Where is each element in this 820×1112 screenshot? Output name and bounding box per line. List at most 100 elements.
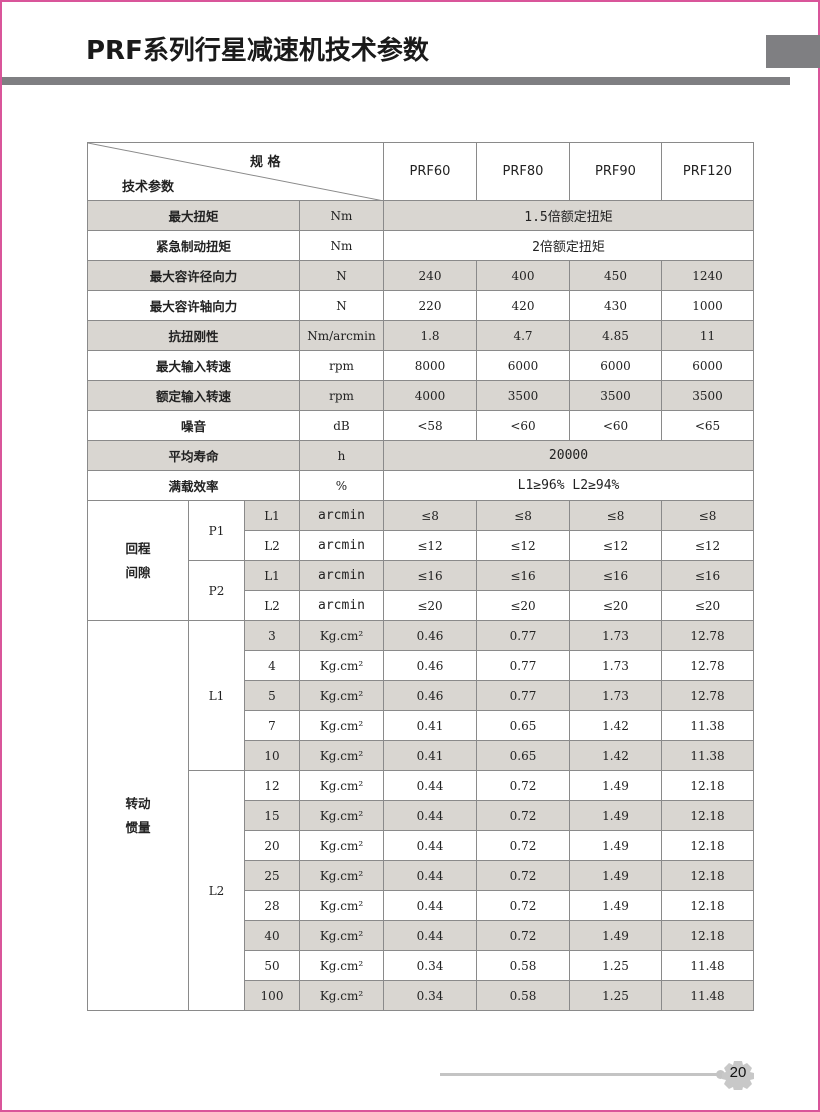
inertia-row: 25 Kg.cm² 0.44 0.72 1.49 12.18 [88, 860, 754, 891]
param-name: 满载效率 [87, 470, 300, 501]
table-row: 最大输入转速 rpm 8000 6000 6000 6000 [87, 350, 754, 381]
stage-group-label: L1 [188, 620, 245, 771]
param-value: 0.44 [383, 830, 477, 861]
table-row: 平均寿命 h 20000 [87, 440, 754, 471]
inertia-row: 5 Kg.cm² 0.46 0.77 1.73 12.78 [88, 680, 754, 711]
section-tab [766, 35, 820, 68]
param-value: ≤12 [569, 530, 662, 561]
param-value: ≤8 [569, 500, 662, 531]
group-label-line: 惯量 [125, 819, 151, 835]
param-value: 0.77 [476, 680, 570, 711]
param-value: 0.44 [383, 920, 477, 951]
param-value: 0.72 [476, 770, 570, 801]
param-value: 4.85 [569, 320, 662, 351]
param-value: 1.73 [569, 650, 662, 681]
param-value: 11.48 [661, 980, 754, 1011]
ratio-label: 25 [244, 860, 300, 891]
param-value: 6000 [661, 350, 754, 381]
table-row: 最大容许轴向力 N 220 420 430 1000 [87, 290, 754, 321]
param-value: 12.18 [661, 890, 754, 921]
backlash-row: 回程 间隙 P1 L1 arcmin ≤8 ≤8 ≤8 ≤8 [87, 500, 754, 621]
param-value: 0.44 [383, 890, 477, 921]
param-value: 0.58 [476, 950, 570, 981]
group-label-line: 转动 [125, 795, 151, 811]
param-unit: arcmin [299, 560, 384, 591]
param-value: 1.49 [569, 860, 662, 891]
param-value: 1.49 [569, 830, 662, 861]
param-value: ≤12 [661, 530, 754, 561]
param-value: 0.44 [383, 770, 477, 801]
ratio-label: 100 [244, 980, 300, 1011]
table-row: 满载效率% L1≥96% L2≥94% [87, 470, 754, 501]
param-value: 0.46 [383, 680, 477, 711]
param-unit: Kg.cm² [299, 860, 384, 891]
table-row: 紧急制动扭矩 Nm 2倍额定扭矩 [87, 230, 754, 261]
param-name: 平均寿命 [87, 440, 300, 471]
param-value: ≤8 [383, 500, 477, 531]
param-value: <58 [383, 410, 477, 441]
param-value: 3500 [476, 380, 570, 411]
param-value: 11.38 [661, 710, 754, 741]
table-row: 最大扭矩 Nm 1.5倍额定扭矩 [87, 200, 754, 231]
inertia-row: 100 Kg.cm² 0.34 0.58 1.25 11.48 [88, 980, 754, 1011]
param-value: 1000 [661, 290, 754, 321]
param-name: 最大输入转速 [87, 350, 300, 381]
param-value: 1.49 [569, 770, 662, 801]
page-title: PRF系列行星减速机技术参数 [86, 36, 429, 66]
inertia-row: L2 12 Kg.cm² 0.44 0.72 1.49 12.18 [88, 770, 754, 1011]
param-unit: Kg.cm² [299, 770, 384, 801]
page-number: 20 [729, 1064, 747, 1081]
param-value: 0.65 [476, 710, 570, 741]
param-value: 4000 [383, 380, 477, 411]
model-header: PRF90 [569, 142, 662, 201]
ratio-label: 10 [244, 740, 300, 771]
param-name: 紧急制动扭矩 [87, 230, 300, 261]
footer-dot [716, 1070, 725, 1079]
param-value: 0.46 [383, 620, 477, 651]
param-value: 0.72 [476, 860, 570, 891]
param-value: 0.41 [383, 740, 477, 771]
param-value: ≤8 [476, 500, 570, 531]
param-value: 12.18 [661, 920, 754, 951]
spec-label: 规 格 [250, 155, 281, 170]
param-value: 430 [569, 290, 662, 321]
param-value: 0.72 [476, 830, 570, 861]
param-value: ≤20 [476, 590, 570, 621]
param-name: 噪音 [87, 410, 300, 441]
param-name: 最大容许轴向力 [87, 290, 300, 321]
param-value: 0.77 [476, 620, 570, 651]
inertia-row: 10 Kg.cm² 0.41 0.65 1.42 11.38 [88, 740, 754, 771]
ratio-label: 12 [244, 770, 300, 801]
param-value: 420 [476, 290, 570, 321]
param-value: 8000 [383, 350, 477, 381]
diagonal-line [88, 143, 384, 201]
param-unit: arcmin [299, 530, 384, 561]
inertia-row: 15 Kg.cm² 0.44 0.72 1.49 12.18 [88, 800, 754, 831]
table-row: 抗扭刚性 Nm/arcmin 1.8 4.7 4.85 11 [87, 320, 754, 351]
footer-rule [440, 1073, 720, 1076]
param-name: 最大扭矩 [87, 200, 300, 231]
ratio-label: 20 [244, 830, 300, 861]
param-name: 额定输入转速 [87, 380, 300, 411]
stage-group-label: P1 [188, 500, 245, 561]
param-value: 1.49 [569, 920, 662, 951]
table-header-row: 规 格 技术参数 PRF60 PRF80 PRF90 PRF120 [87, 142, 754, 201]
inertia-row: 4 Kg.cm² 0.46 0.77 1.73 12.78 [88, 650, 754, 681]
stage-label: L1 [244, 560, 300, 591]
table-row: 最大容许径向力 N 240 400 450 1240 [87, 260, 754, 291]
param-value: 12.78 [661, 650, 754, 681]
param-value: ≤20 [661, 590, 754, 621]
param-value: <65 [661, 410, 754, 441]
stage-label: L2 [244, 590, 300, 621]
header-rule [2, 77, 790, 85]
param-unit: N [299, 260, 384, 291]
param-unit: h [299, 440, 384, 471]
param-value: 12.18 [661, 800, 754, 831]
param-unit: Kg.cm² [299, 800, 384, 831]
inertia-row: 40 Kg.cm² 0.44 0.72 1.49 12.18 [88, 920, 754, 951]
param-value: 11 [661, 320, 754, 351]
param-value: 1.49 [569, 800, 662, 831]
param-value: ≤12 [383, 530, 477, 561]
param-unit: Kg.cm² [299, 710, 384, 741]
param-unit: Kg.cm² [299, 680, 384, 711]
